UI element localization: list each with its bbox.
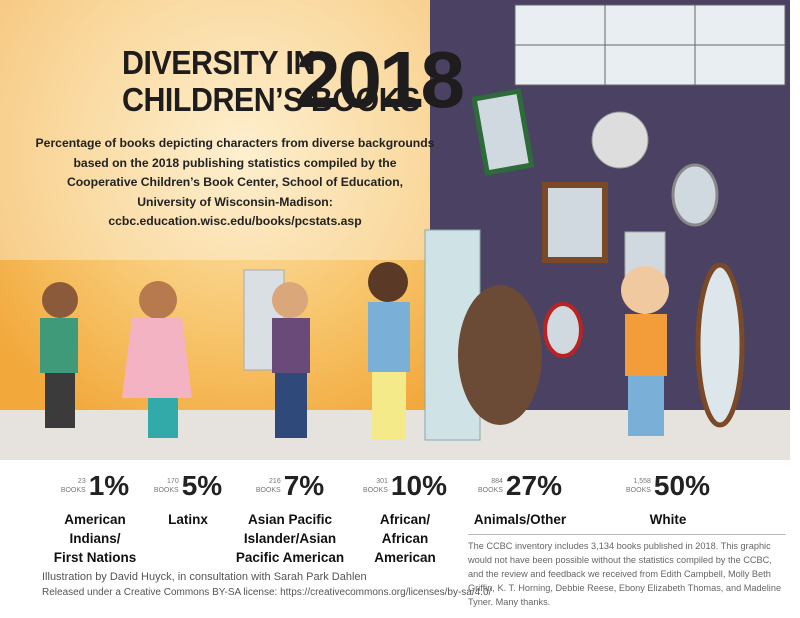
title-block: DIVERSITY IN CHILDREN’S BOOKS	[122, 44, 446, 118]
title-line: DIVERSITY IN	[122, 44, 315, 81]
group-label-line: Latinx	[168, 512, 208, 527]
group: 216 BOOKS 7% Asian Pacific Islander/Asian Pac…	[225, 470, 355, 567]
book-count-number: 170	[167, 478, 179, 485]
subtitle-line: Percentage of books depicting characters…	[35, 136, 435, 150]
book-count-number: 301	[376, 478, 388, 485]
children	[40, 262, 669, 440]
subtitle-line: Cooperative Children’s Book Center, Scho…	[66, 175, 404, 189]
disco-ball	[591, 111, 649, 169]
group-label-line: Pacific American	[235, 550, 345, 565]
group-label-line: African	[381, 531, 429, 546]
book-count: 216 BOOKS	[256, 477, 281, 495]
group: 170 BOOKS 5% Latinx	[123, 470, 253, 529]
illustration	[0, 0, 790, 460]
book-count-unit: BOOKS	[478, 487, 503, 494]
credit-line: Illustration by David Huyck, in consulta…	[42, 571, 367, 583]
group-label-line: First Nations	[53, 550, 137, 565]
group-label: White	[603, 510, 733, 529]
group-label-line: American	[64, 512, 126, 527]
book-count-unit: BOOKS	[626, 487, 651, 494]
book-count: 301 BOOKS	[363, 477, 388, 495]
book-count: 23 BOOKS	[61, 477, 86, 495]
group-label: Latinx	[123, 510, 253, 529]
stat: 1,558 BOOKS 50%	[603, 470, 733, 502]
group: 301 BOOKS 10% African/African American	[340, 470, 470, 567]
percent: 10%	[390, 470, 447, 501]
bear	[458, 285, 542, 425]
group-label: American Indians/First Nations	[30, 510, 160, 567]
group-label-line: Animals/Other	[473, 512, 567, 527]
group: 884 BOOKS 27% Animals/Other	[455, 470, 585, 529]
book-count-unit: BOOKS	[363, 487, 388, 494]
note: The CCBC inventory includes 3,134 books …	[468, 534, 786, 609]
group-label-line: African/	[379, 512, 431, 527]
book-count: 170 BOOKS	[154, 477, 179, 495]
book-count: 884 BOOKS	[478, 477, 503, 495]
percent: 7%	[283, 470, 325, 501]
group-label-line: American	[374, 550, 436, 565]
stat: 884 BOOKS 27%	[455, 470, 585, 502]
percent: 1%	[88, 470, 130, 501]
group-label: Animals/Other	[455, 510, 585, 529]
title-year: 2018	[296, 35, 465, 124]
percent: 5%	[181, 470, 223, 501]
credits: Illustration by David Huyck, in consulta…	[42, 570, 491, 600]
book-count-number: 23	[77, 478, 86, 485]
subtitle-line: based on the 2018 publishing statistics …	[73, 155, 397, 170]
group-label: Asian Pacific Islander/Asian Pacific Ameri…	[225, 510, 355, 567]
subtitle: Percentage of books depicting characters…	[20, 134, 450, 232]
group-label-line: Asian Pacific	[247, 512, 333, 527]
group-label-line: White	[649, 512, 687, 527]
book-count-unit: BOOKS	[153, 487, 179, 494]
book-count-number: 216	[269, 478, 281, 485]
percent: 27%	[505, 470, 562, 501]
group-label: African/African American	[340, 510, 470, 567]
stat: 23 BOOKS 1%	[30, 470, 160, 502]
group-label-line: Islander/Asian	[243, 531, 337, 546]
book-count-number: 884	[491, 478, 503, 485]
percent: 50%	[653, 470, 710, 501]
book-count-number: 1,558	[633, 478, 651, 485]
subtitle-line: University of Wisconsin-Madison:	[137, 194, 333, 209]
group: 23 BOOKS 1% American Indians/First Nations	[30, 470, 160, 567]
title-line: CHILDREN’S BOOKS	[122, 81, 420, 118]
credit-line: Released under a Creative Commons BY-SA …	[42, 587, 492, 598]
stat: 216 BOOKS 7%	[225, 470, 355, 502]
book-count: 1,558 BOOKS	[626, 477, 651, 495]
stat: 301 BOOKS 10%	[340, 470, 470, 502]
group-label-line: Indians/	[69, 531, 121, 546]
group: 1,558 BOOKS 50% White	[603, 470, 733, 529]
stat: 170 BOOKS 5%	[123, 470, 253, 502]
book-count-unit: BOOKS	[255, 487, 281, 494]
subtitle-line: ccbc.education.wisc.edu/books/pcstats.as…	[108, 214, 362, 228]
book-count-unit: BOOKS	[60, 487, 86, 494]
